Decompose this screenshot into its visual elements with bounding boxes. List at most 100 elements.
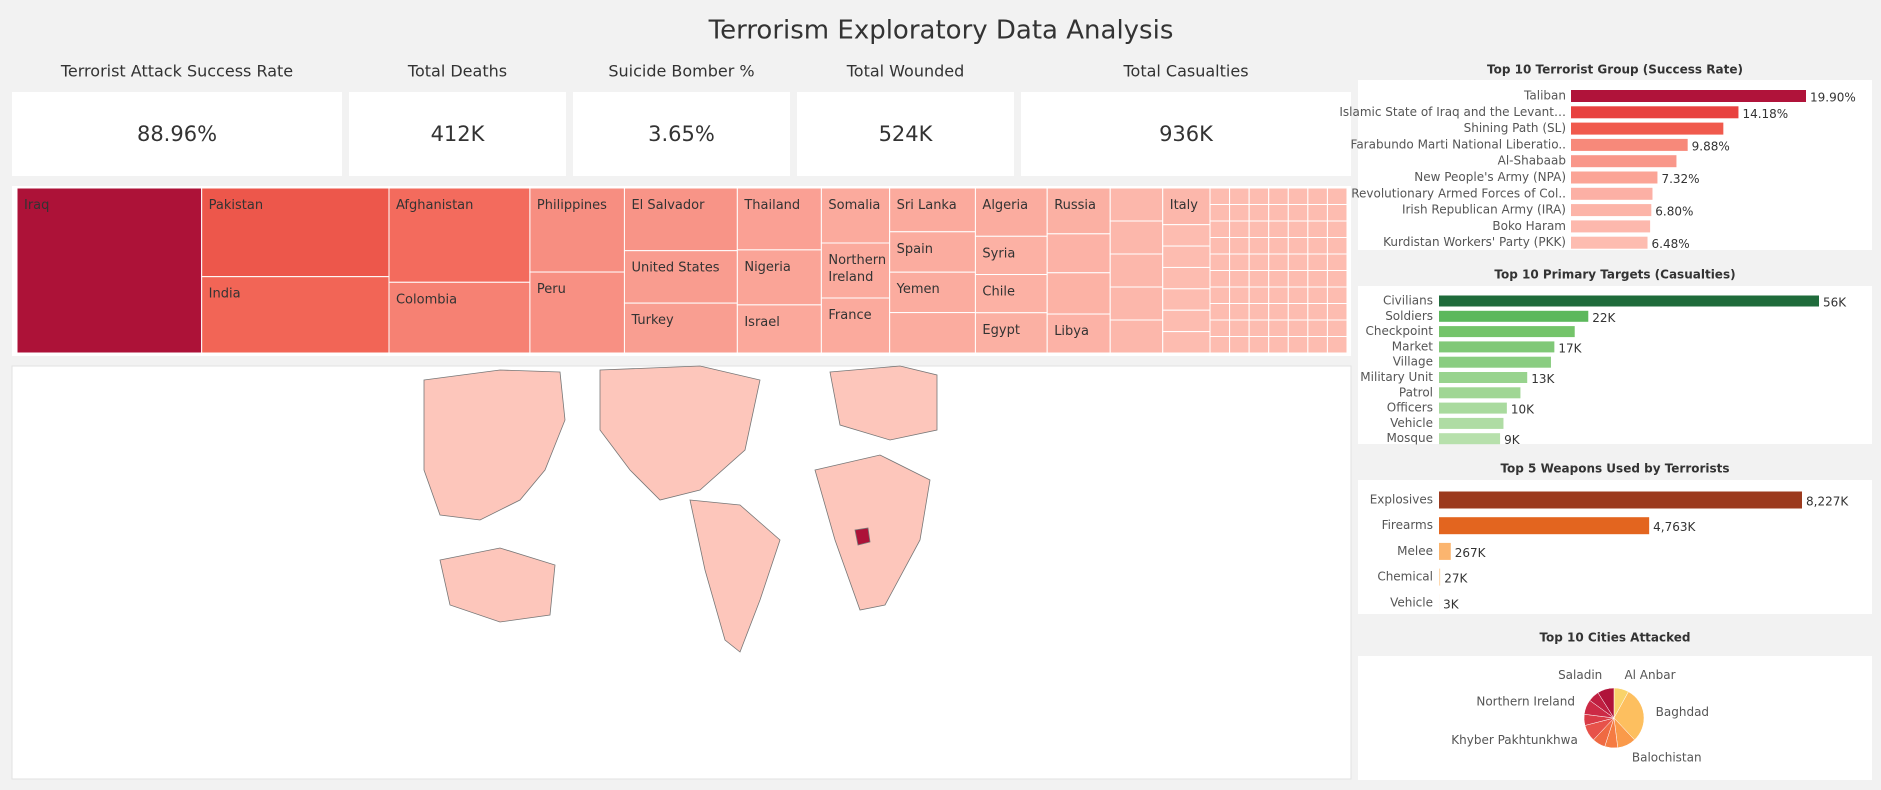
kpi-value: 524K (879, 122, 934, 146)
treemap-tile (201, 276, 390, 354)
treemap-label: Pakistan (209, 198, 263, 213)
treemap-label: El Salvador (631, 198, 705, 213)
bar (1571, 106, 1739, 119)
kpi-card (1021, 92, 1351, 176)
treemap-small-tile (1287, 270, 1309, 288)
bar-label: Chemical (1377, 570, 1433, 584)
treemap-small-tile (1307, 319, 1328, 337)
treemap-small-tile (1326, 237, 1348, 255)
treemap-small-tile (1307, 303, 1328, 321)
treemap-label: Italy (1170, 198, 1199, 213)
treemap-tile (889, 312, 976, 354)
treemap-tile (388, 281, 531, 354)
kpi-label: Total Casualties (1122, 62, 1248, 81)
treemap-small-tile (1209, 319, 1231, 337)
treemap-label-line: Egypt (982, 322, 1020, 337)
treemap-label: Iraq (24, 198, 49, 213)
chart-title: Top 10 Terrorist Group (Success Rate) (1487, 63, 1743, 77)
treemap-small-tile (1209, 253, 1231, 271)
treemap-small-tile (1307, 270, 1328, 288)
pie-slice (1613, 691, 1645, 741)
treemap-small-tile (1209, 220, 1231, 238)
value-label: 19.90% (1810, 91, 1856, 105)
treemap-label-line: Spain (897, 241, 933, 256)
treemap-small-tile (1287, 187, 1309, 205)
bar-label: Military Unit (1360, 370, 1433, 384)
treemap-label-line: Thailand (743, 198, 800, 213)
bar (1571, 204, 1652, 217)
bar (1439, 295, 1819, 307)
treemap-label-line: Russia (1054, 198, 1096, 213)
bar (1439, 356, 1551, 368)
treemap-small-tile (1248, 319, 1270, 337)
treemap-label-line: France (828, 308, 871, 323)
kpi-card (12, 92, 342, 176)
treemap-tile (736, 249, 822, 306)
treemap-tile (889, 271, 976, 314)
treemap-small-tile (1209, 286, 1231, 304)
chart-title: Top 10 Primary Targets (Casualties) (1494, 268, 1735, 282)
treemap-small-tile (1287, 286, 1309, 304)
pie-label: Khyber Pakhtunkhwa (1451, 733, 1578, 747)
treemap-small-tile (1229, 253, 1250, 271)
value-label: 13K (1531, 372, 1555, 386)
treemap-small-tile (1268, 237, 1289, 255)
treemap-small-tile (1307, 286, 1328, 304)
value-label: 27K (1444, 572, 1468, 586)
treemap-small-tile (1209, 237, 1231, 255)
treemap-small-tile (1287, 237, 1309, 255)
treemap-label-line: Somalia (828, 198, 880, 213)
treemap-label: India (209, 286, 241, 301)
treemap-tile (388, 187, 531, 283)
treemap-label-line: United States (631, 260, 719, 275)
bar-label: Taliban (1523, 89, 1566, 103)
bar (1439, 491, 1802, 509)
value-label: 3K (1443, 597, 1460, 611)
treemap-small-tile (1287, 220, 1309, 238)
dashboard-title: Terrorism Exploratory Data Analysis (708, 16, 1174, 46)
bar (1439, 568, 1441, 586)
kpi-label: Terrorist Attack Success Rate (60, 62, 293, 81)
bar-label: Farabundo Marti National Liberatio.. (1351, 137, 1566, 151)
treemap-small-tile (1229, 319, 1250, 337)
value-label: 6.80% (1655, 205, 1693, 219)
treemap-small-tile (1326, 319, 1348, 337)
treemap-label-line: El Salvador (631, 198, 705, 213)
value-label: 10K (1511, 403, 1535, 417)
treemap-small-tile (1326, 336, 1348, 354)
bar (1571, 171, 1658, 184)
treemap-label-line: Syria (982, 246, 1015, 261)
bar (1439, 326, 1575, 338)
treemap-tile (1046, 272, 1111, 315)
treemap-small-tile (1287, 336, 1309, 354)
kpi-value: 412K (431, 122, 486, 146)
bar-label: New People's Army (NPA) (1414, 170, 1566, 184)
bar (1439, 402, 1507, 414)
treemap-tile (1162, 266, 1211, 290)
treemap-tile (1046, 313, 1111, 354)
value-label: 17K (1558, 341, 1582, 355)
treemap-label: Yemen (896, 282, 940, 297)
treemap-small-tile (1209, 303, 1231, 321)
kpi-label: Total Wounded (846, 62, 965, 81)
treemap-small-tile (1229, 220, 1250, 238)
treemap-small-tile (1326, 220, 1348, 238)
treemap-tile (889, 187, 976, 233)
treemap-small-tile (1287, 204, 1309, 222)
bar-label: Village (1393, 355, 1433, 369)
kpi-card (349, 92, 566, 176)
treemap-small-tile (1248, 220, 1270, 238)
treemap-tile (1109, 220, 1164, 255)
treemap-label-line: Libya (1054, 324, 1089, 339)
treemap-tile (623, 187, 738, 252)
kpi-value: 3.65% (648, 122, 715, 146)
bar-label: Soldiers (1385, 309, 1433, 323)
treemap-label: Spain (897, 241, 933, 256)
treemap-label-line: Afghanistan (396, 198, 473, 213)
treemap-tile (201, 187, 390, 278)
treemap-tile (623, 250, 738, 304)
treemap-label-line: Italy (1170, 198, 1199, 213)
bar-label: Kurdistan Workers' Party (PKK) (1383, 235, 1566, 249)
treemap-small-tile (1268, 270, 1289, 288)
